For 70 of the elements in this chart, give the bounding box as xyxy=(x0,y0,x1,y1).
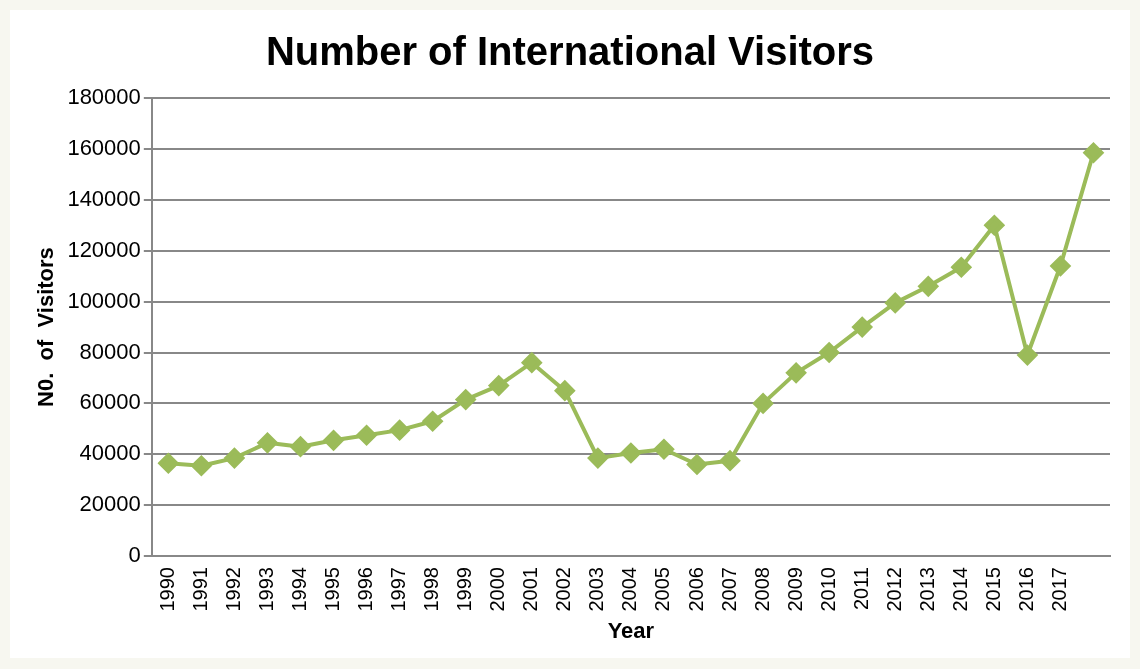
point xyxy=(455,389,476,410)
point xyxy=(1050,255,1071,276)
point xyxy=(720,450,741,471)
x-tick-label: 2005 xyxy=(651,567,674,612)
x-tick-label: 2017 xyxy=(1047,567,1070,612)
point xyxy=(753,393,774,414)
x-tick-label: 2000 xyxy=(486,567,509,612)
x-tick-label: 2007 xyxy=(717,567,740,612)
y-tick-label: 40000 xyxy=(79,440,141,466)
point xyxy=(158,453,179,474)
x-tick-label: 2012 xyxy=(882,567,905,612)
point xyxy=(686,454,707,475)
y-tick-label: 120000 xyxy=(67,236,141,262)
y-tick-label: 60000 xyxy=(79,389,141,415)
point xyxy=(786,362,807,383)
x-tick-label: 1991 xyxy=(188,567,211,612)
point xyxy=(521,352,542,373)
y-tick-label: 100000 xyxy=(67,287,141,313)
x-tick-label: 2008 xyxy=(750,567,773,612)
x-tick-label: 1997 xyxy=(387,567,410,612)
x-tick-label: 1990 xyxy=(155,567,178,612)
y-tick-label: 160000 xyxy=(67,134,141,160)
x-tick-label: 1994 xyxy=(288,567,311,612)
point xyxy=(257,432,278,453)
y-tick-label: 20000 xyxy=(79,491,141,517)
point xyxy=(422,411,443,432)
point xyxy=(984,215,1005,236)
point xyxy=(819,342,840,363)
point xyxy=(918,276,939,297)
x-tick-label: 2006 xyxy=(684,567,707,612)
x-axis-title: Year xyxy=(607,617,655,643)
x-tick-label: 2002 xyxy=(552,567,575,612)
y-tick-label: 80000 xyxy=(79,338,141,364)
point xyxy=(852,317,873,338)
x-tick-label: 1993 xyxy=(254,567,277,612)
y-tick-label: 0 xyxy=(128,542,141,568)
point xyxy=(323,430,344,451)
x-tick-label: 2015 xyxy=(981,567,1004,612)
point xyxy=(224,448,245,469)
point xyxy=(885,292,906,313)
y-axis-title: N0. of Visitors xyxy=(33,247,59,407)
chart-title: Number of International Visitors xyxy=(265,29,875,74)
x-tick-label: 2011 xyxy=(849,567,872,611)
y-tick-label: 180000 xyxy=(67,84,141,110)
point xyxy=(1083,142,1104,163)
point xyxy=(653,439,674,460)
point xyxy=(951,257,972,278)
point xyxy=(587,448,608,469)
x-tick-label: 2016 xyxy=(1014,567,1037,612)
x-tick-label: 1999 xyxy=(453,567,476,612)
x-tick-label: 2009 xyxy=(783,567,806,612)
x-tick-label: 1995 xyxy=(321,567,344,612)
point xyxy=(620,443,641,464)
x-tick-label: 2004 xyxy=(618,567,641,612)
x-tick-label: 2013 xyxy=(915,567,938,612)
x-tick-label: 1996 xyxy=(354,567,377,612)
x-tick-label: 1998 xyxy=(420,567,443,612)
x-tick-label: 2001 xyxy=(519,567,542,612)
point xyxy=(389,420,410,441)
point xyxy=(488,375,509,396)
point xyxy=(290,436,311,457)
point xyxy=(191,455,212,476)
point xyxy=(554,380,575,401)
x-tick-label: 2010 xyxy=(816,567,839,612)
x-tick-label: 2014 xyxy=(948,567,971,612)
point xyxy=(356,425,377,446)
x-tick-label: 2003 xyxy=(585,567,608,612)
point xyxy=(1017,345,1038,366)
y-tick-label: 140000 xyxy=(67,185,141,211)
x-tick-label: 1992 xyxy=(221,567,244,612)
